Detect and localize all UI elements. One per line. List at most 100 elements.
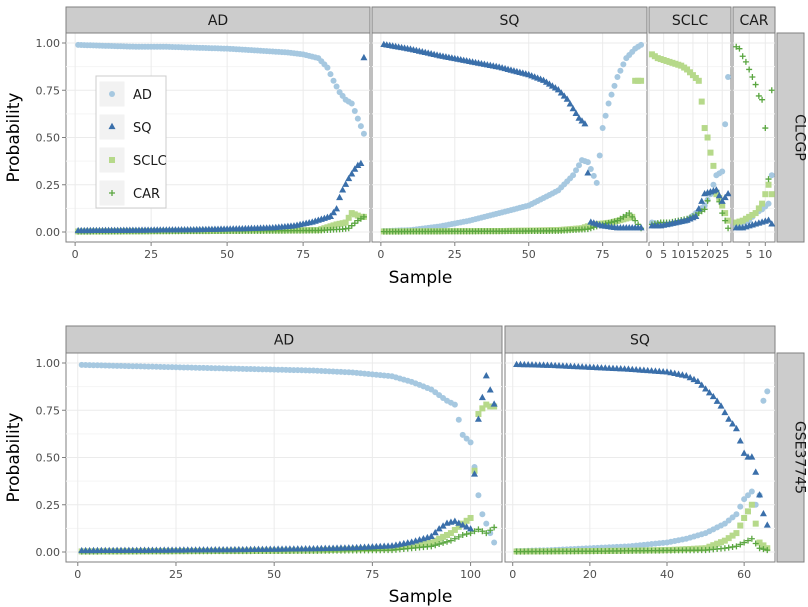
point-ad [593, 179, 600, 186]
point-sclc [714, 540, 721, 547]
point-sclc [704, 134, 711, 141]
point-ad [741, 496, 748, 503]
point-ad [765, 200, 772, 207]
point-car [722, 217, 729, 224]
point-sq [768, 220, 776, 227]
point-ad [348, 100, 355, 107]
point-sq [557, 89, 565, 96]
point-sclc [749, 211, 756, 218]
point-sclc [420, 540, 427, 547]
facet-sclc: 0 5 10 15 20 25 SCLC [646, 6, 732, 261]
point-sclc [752, 210, 759, 217]
point-sq [692, 212, 700, 219]
point-sclc [707, 149, 714, 156]
point-sclc [759, 200, 766, 207]
point-sq [566, 100, 574, 107]
point-ad [611, 82, 618, 89]
point-sclc [342, 219, 349, 226]
y-tick-label: 0.25 [36, 499, 61, 512]
point-car [752, 540, 759, 547]
point-car [444, 538, 451, 545]
point-ad [701, 202, 708, 209]
point-sclc [756, 539, 763, 546]
y-tick-label: 0.50 [36, 452, 61, 465]
y-tick-label: 0.50 [36, 132, 61, 145]
point-sclc [762, 191, 769, 198]
point-ad [459, 431, 466, 438]
point-car [768, 87, 775, 94]
point-sclc [467, 514, 474, 521]
point-sq [572, 109, 580, 116]
point-sclc [339, 220, 346, 227]
x-tick-label: 75 [365, 568, 379, 581]
x-tick-label: 50 [267, 568, 281, 581]
point-sq [486, 386, 494, 393]
point-sclc [745, 508, 751, 515]
point-sq [694, 377, 702, 384]
point-sq [455, 519, 463, 526]
point-sq [451, 517, 459, 524]
point-car [432, 542, 439, 549]
point-car [351, 220, 358, 227]
point-car [451, 535, 458, 542]
point-sclc [436, 535, 443, 542]
point-sq [326, 212, 334, 219]
facet-ad: 0 25 50 75 100 AD [65, 325, 503, 581]
point-ad [719, 168, 726, 175]
point-sclc [695, 77, 702, 84]
point-sq [718, 197, 726, 204]
y-axis-label: Probability [4, 413, 24, 503]
point-ad [330, 77, 337, 84]
point-ad [617, 67, 624, 74]
x-tick-label: 5 [746, 248, 753, 261]
point-ad [725, 74, 732, 81]
point-car [487, 527, 494, 534]
point-sclc [719, 202, 726, 209]
point-sclc [742, 215, 749, 222]
point-car [632, 217, 639, 224]
point-ad [710, 181, 717, 188]
facet-sq: 0 25 50 75 SQ [371, 6, 648, 261]
point-sclc [416, 541, 423, 548]
point-car [463, 531, 470, 538]
point-sclc [736, 218, 743, 225]
point-sq [348, 170, 356, 177]
point-car [755, 92, 762, 99]
facet-car: 5 10 CAR [732, 6, 776, 261]
facet-strip-label: SCLC [672, 13, 708, 29]
point-car [626, 210, 633, 217]
point-sclc [424, 540, 431, 547]
x-tick-label: 25 [169, 568, 183, 581]
y-tick-label: 0.00 [36, 226, 61, 239]
x-tick-label: 50 [522, 248, 536, 261]
point-car [733, 43, 740, 50]
chart-gse37745: 0.00 0.25 0.50 0.75 1.00 Probability 0 25 50 75 10… [4, 325, 808, 607]
point-sclc [487, 403, 494, 410]
point-sclc [710, 162, 717, 169]
point-car [629, 213, 636, 220]
point-sq [357, 159, 365, 167]
point-sq [702, 385, 710, 392]
point-sq [459, 521, 467, 528]
facet-strip [65, 6, 371, 34]
point-car [354, 217, 361, 224]
dataset-strip-label: CLCGP [792, 114, 808, 161]
point-sq [756, 491, 764, 498]
data-points [732, 43, 776, 231]
point-ad [608, 91, 615, 98]
point-ad [745, 492, 751, 499]
x-tick-label: 10 [671, 248, 685, 261]
point-sq [435, 525, 443, 532]
point-ad [324, 64, 331, 71]
x-tick-label: 5 [660, 248, 667, 261]
point-sq [765, 216, 773, 223]
point-car [701, 206, 708, 213]
point-car [725, 225, 732, 232]
point-ad [467, 439, 474, 446]
point-ad [764, 388, 771, 395]
point-car [348, 222, 355, 229]
point-car [360, 213, 367, 220]
data-points [513, 360, 771, 555]
x-tick-label: 25 [448, 248, 462, 261]
point-ad [733, 511, 740, 518]
